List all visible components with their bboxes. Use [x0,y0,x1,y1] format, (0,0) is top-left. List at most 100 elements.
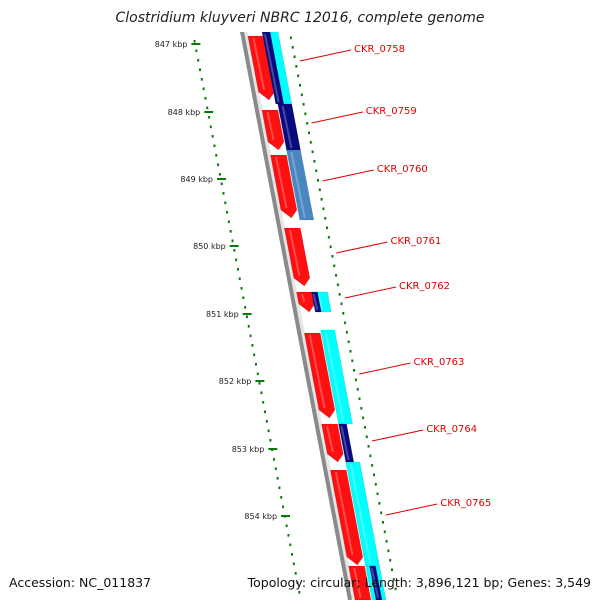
ruler-dot [362,416,365,420]
gene-arrow [270,154,298,219]
ruler-dot [211,135,214,138]
ruler-dot [372,473,375,477]
ruler-dot [360,407,363,410]
ruler-dot [289,543,292,547]
ruler-dot [367,445,370,448]
cds-block [369,565,383,600]
ruler-dot [260,391,263,395]
ruler-dot [335,274,338,277]
ruler-dot [249,334,252,338]
ruler-dot [227,220,230,224]
gene-label-text: CKR_0763 [413,357,464,368]
gene-label-text: CKR_0765 [440,498,491,509]
ruler-dot [242,296,245,300]
gene-label-text: CKR_0760 [377,164,428,175]
gene-label-ckr-0758: CKR_0758 [299,44,405,62]
ruler-dot [233,249,236,252]
ruler-dot [226,211,229,214]
ruler-dot [278,486,281,490]
ruler-dot [329,245,332,249]
ruler-dot [304,112,307,116]
ruler-dot [374,483,377,486]
ruler-dot [293,55,296,59]
ruler-dot [369,454,372,458]
ruler-dot [302,103,305,106]
ruler-dot [380,511,383,515]
ruler-dot [324,217,327,220]
ruler-dot [333,264,336,268]
gene-label-text: CKR_0762 [399,281,450,292]
map-title: Clostridium kluyveri NBRC 12016, complet… [115,10,484,26]
ruler-dot [193,40,196,43]
ruler-dot [365,435,368,439]
kbp-ruler: 847 kbp 848 kbp 849 kbp 850 kbp 851 kbp 852 k… [155,8,397,594]
ruler-dot [199,68,202,72]
gene-label-ckr-0762: CKR_0762 [344,281,450,299]
ruler-dot [208,116,211,119]
ruler-dot [338,293,341,296]
ruler-dot [387,549,390,553]
ruler-dot [381,521,384,524]
ruler-dot [342,312,345,315]
ruler-dot [274,467,277,471]
ruler-dot [224,201,227,205]
ruler-dot [215,154,218,157]
ruler-dot [258,382,261,385]
gene-labels: CKR_0758 CKR_0759 CKR_0760 CKR_0761 CKR_0762… [299,44,491,516]
ruler-dot [209,125,212,129]
genome-backbone [234,0,356,600]
gene-arrow [329,469,364,566]
ruler-dot [349,350,352,353]
gene-label-ckr-0760: CKR_0760 [322,164,428,182]
gene-label-text: CKR_0764 [426,424,477,435]
gene-arrow [261,109,285,151]
gene-label-ckr-0759: CKR_0759 [311,106,417,124]
ruler-dot [389,559,392,562]
ruler-dot [195,49,198,53]
ruler-dot [296,581,299,585]
ruler-dot [318,188,321,192]
ruler-dot [331,255,334,258]
topology-summary: Topology: circular; Length: 3,896,121 bp… [247,575,591,590]
ruler-dot [253,353,256,357]
ruler-dot [217,163,220,167]
ruler-dot [292,562,295,566]
ruler-dot [213,144,216,148]
ruler-dot [327,236,330,239]
ruler-dot [200,78,203,81]
gene-label-ckr-0765: CKR_0765 [385,498,491,516]
gene-label-text: CKR_0759 [366,106,417,117]
ruler-dot [313,160,316,163]
ruler-dot [378,502,381,505]
cds-block [320,329,353,425]
ruler-dot [306,122,309,125]
ruler-dot [383,530,386,534]
ruler-dot [263,410,266,414]
ruler-dot [204,97,207,100]
ruler-dot [206,106,209,110]
gene-label-text: CKR_0758 [354,44,405,55]
ruler-dot [238,277,241,281]
ruler-dot [265,420,268,423]
ruler-dot [287,534,290,537]
gene-label-text: CKR_0761 [390,236,441,247]
kbp-tick-label: 852 kbp [219,377,252,386]
gene-label-ckr-0763: CKR_0763 [359,357,464,375]
ruler-dot [289,36,292,40]
ruler-dot [336,283,339,287]
ruler-dot [298,591,301,594]
ruler-dot [376,492,379,496]
ruler-dot [297,74,300,78]
gene-arrow [296,291,316,313]
ruler-dot [307,131,310,135]
ruler-dot [354,378,357,382]
gene-arrow [283,227,311,287]
accession-label: Accession: NC_011837 [9,575,152,590]
ruler-dot [394,587,397,591]
ruler-dot [247,325,250,328]
ruler-dot [291,46,294,49]
ruler-dot [236,268,239,271]
ruler-dot [351,359,354,363]
cds-block [286,149,315,221]
